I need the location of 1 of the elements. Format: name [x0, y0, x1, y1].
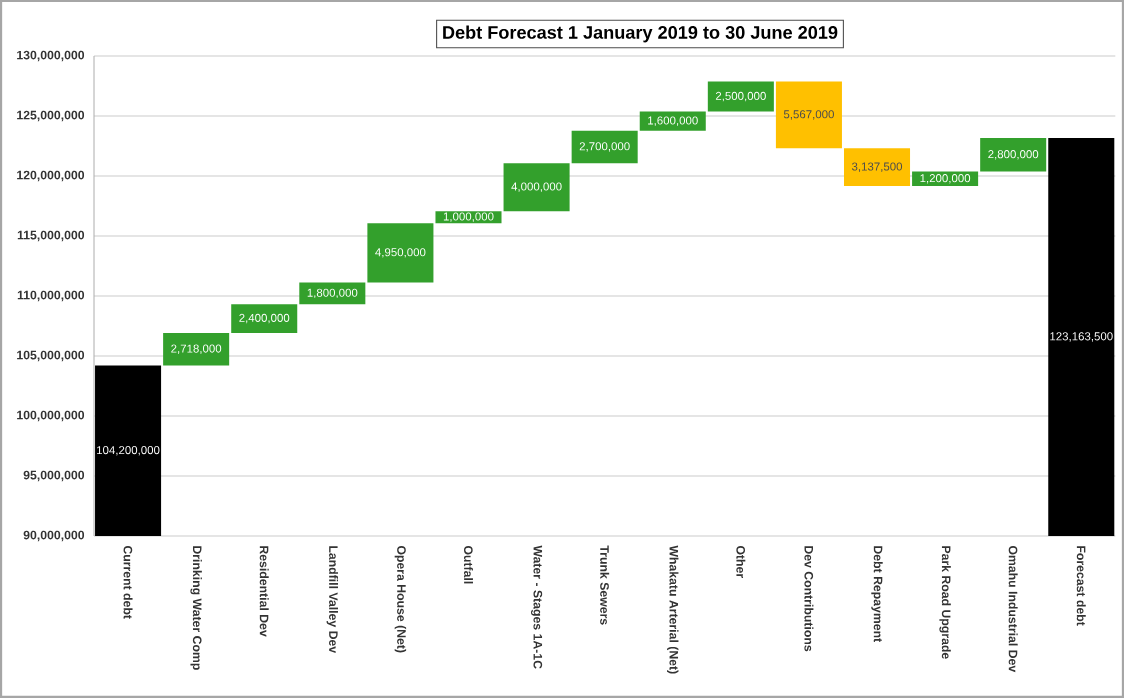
chart-title: Debt Forecast 1 January 2019 to 30 June 2019 — [443, 25, 838, 43]
